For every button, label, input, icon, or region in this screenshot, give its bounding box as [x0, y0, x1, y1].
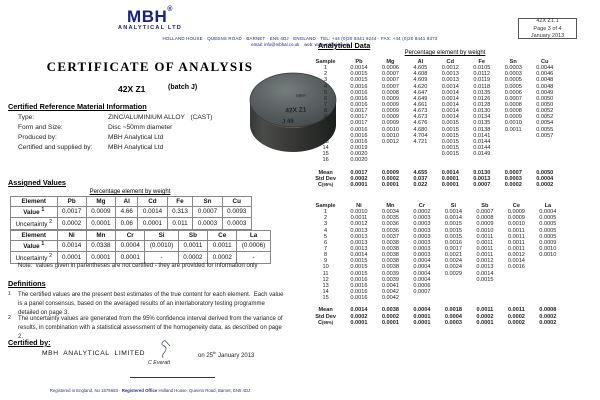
svg-text:42X Z1: 42X Z1 [285, 106, 307, 114]
svg-text:MBH: MBH [296, 93, 306, 98]
svg-text:J 49: J 49 [282, 119, 295, 126]
